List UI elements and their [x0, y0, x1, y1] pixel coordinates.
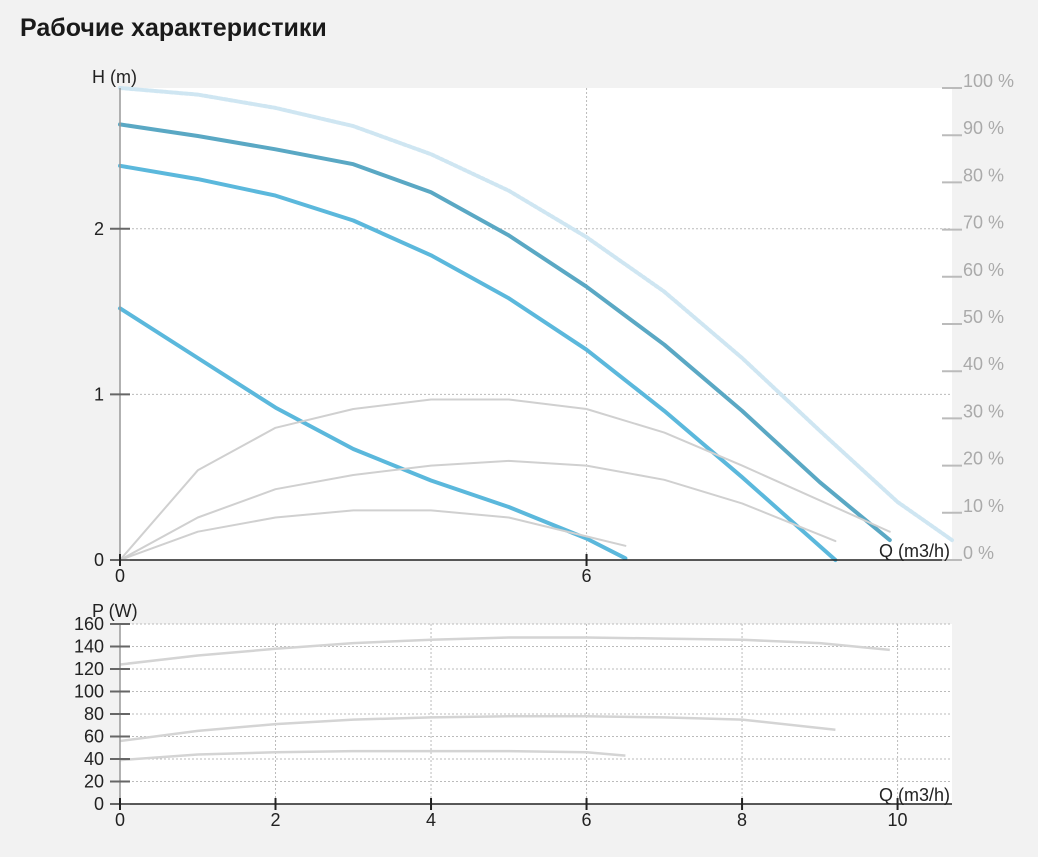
efficiency-tick-label: 60 % — [963, 260, 1004, 280]
power-x-tick-label: 10 — [888, 810, 908, 830]
efficiency-curve-line — [119, 398, 891, 561]
head-plot-background — [120, 88, 952, 560]
efficiency-tick-label: 100 % — [963, 71, 1014, 91]
efficiency-tick-label: 20 % — [963, 449, 1004, 469]
efficiency-tick-label: 50 % — [963, 307, 1004, 327]
power-y-tick-label: 120 — [74, 659, 104, 679]
max-head-envelope-line — [118, 86, 954, 543]
head-x-axis-title: Q (m3/h) — [879, 541, 950, 561]
efficiency-tick-label: 30 % — [963, 401, 1004, 421]
power-y-tick-label: 0 — [94, 794, 104, 814]
power-y-axis-title: P (W) — [92, 601, 138, 621]
power-x-axis-title: Q (m3/h) — [879, 785, 950, 805]
power-y-tick-label: 20 — [84, 772, 104, 792]
power-y-tick-label: 40 — [84, 749, 104, 769]
power-curve-line — [119, 715, 836, 743]
power-curve-line — [119, 749, 626, 762]
power-x-tick-label: 6 — [582, 810, 592, 830]
efficiency-tick-label: 0 % — [963, 543, 994, 563]
efficiency-curve-line — [119, 459, 837, 561]
efficiency-curve-line — [119, 509, 627, 561]
efficiency-tick-label: 40 % — [963, 354, 1004, 374]
head-y-tick-label: 0 — [94, 550, 104, 570]
power-x-tick-label: 0 — [115, 810, 125, 830]
head-y-tick-label: 2 — [94, 219, 104, 239]
power-y-tick-label: 140 — [74, 637, 104, 657]
head-grid — [120, 88, 952, 560]
page-title: Рабочие характеристики — [20, 14, 327, 42]
power-curve-line — [119, 636, 890, 666]
efficiency-tick-label: 80 % — [963, 165, 1004, 185]
head-curve-line — [118, 122, 892, 543]
power-x-tick-label: 4 — [426, 810, 436, 830]
head-x-tick-label: 0 — [115, 566, 125, 586]
head-y-axis-title: H (m) — [92, 67, 137, 87]
head-y-tick-label: 1 — [94, 384, 104, 404]
efficiency-tick-label: 10 % — [963, 496, 1004, 516]
power-x-tick-label: 2 — [271, 810, 281, 830]
power-grid — [120, 623, 952, 804]
head-x-tick-label: 6 — [582, 566, 592, 586]
efficiency-tick-label: 90 % — [963, 118, 1004, 138]
power-y-tick-label: 160 — [74, 614, 104, 634]
power-series-group — [119, 636, 890, 762]
power-y-tick-label: 80 — [84, 704, 104, 724]
head-curve-line — [118, 163, 838, 562]
head-series-group — [118, 86, 954, 562]
efficiency-tick-label: 70 % — [963, 213, 1004, 233]
power-y-tick-label: 100 — [74, 682, 104, 702]
power-x-tick-label: 8 — [737, 810, 747, 830]
power-y-tick-label: 60 — [84, 727, 104, 747]
